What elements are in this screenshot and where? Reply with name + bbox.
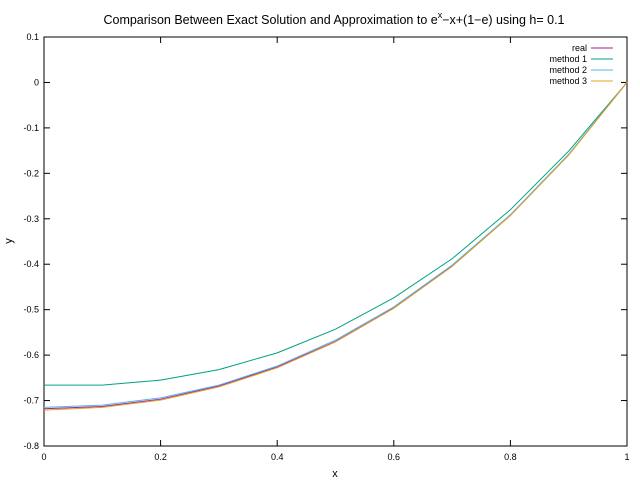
- chart-title-suffix: −x+(1−e) using h= 0.1: [442, 13, 564, 27]
- series-line-method-2: [43, 82, 628, 408]
- series-line-real: [43, 82, 628, 410]
- y-tick-label: 0.1: [26, 32, 39, 42]
- y-tick-label: -0.3: [23, 214, 39, 224]
- x-axis: 0 0.2 0.4 0.6 0.8 1: [41, 37, 630, 462]
- series-line-method-3: [43, 82, 628, 411]
- chart-title-superscript: x: [438, 10, 443, 20]
- x-tick-label: 0.4: [271, 452, 284, 462]
- x-tick-label: 0.2: [154, 452, 167, 462]
- legend-label-method-1: method 1: [549, 54, 587, 64]
- series-lines: [43, 82, 628, 411]
- chart-title-prefix: Comparison Between Exact Solution and Ap…: [103, 13, 437, 27]
- legend-label-real: real: [572, 43, 587, 53]
- x-tick-label: 0.8: [504, 452, 517, 462]
- y-tick-label: -0.7: [23, 396, 39, 406]
- x-axis-title: x: [332, 468, 338, 480]
- y-tick-label: -0.1: [23, 123, 39, 133]
- y-tick-label: -0.6: [23, 350, 39, 360]
- y-axis: 0.1 0 -0.1 -0.2 -0.3 -0.4 -0.5 -0.6 -0.7 -0.8: [23, 32, 627, 451]
- y-axis-title: y: [3, 238, 15, 244]
- y-tick-label: 0: [34, 77, 39, 87]
- y-tick-label: -0.4: [23, 259, 39, 269]
- y-tick-label: -0.8: [23, 441, 39, 451]
- chart-title: Comparison Between Exact Solution and Ap…: [103, 10, 564, 27]
- x-tick-label: 0.6: [388, 452, 401, 462]
- y-tick-label: -0.2: [23, 168, 39, 178]
- legend-label-method-2: method 2: [549, 65, 587, 75]
- series-line-method-1: [44, 82, 628, 386]
- legend-label-method-3: method 3: [549, 76, 587, 86]
- x-tick-label: 1: [624, 452, 629, 462]
- plot-frame: [43, 36, 628, 447]
- x-tick-label: 0: [41, 452, 46, 462]
- y-tick-label: -0.5: [23, 305, 39, 315]
